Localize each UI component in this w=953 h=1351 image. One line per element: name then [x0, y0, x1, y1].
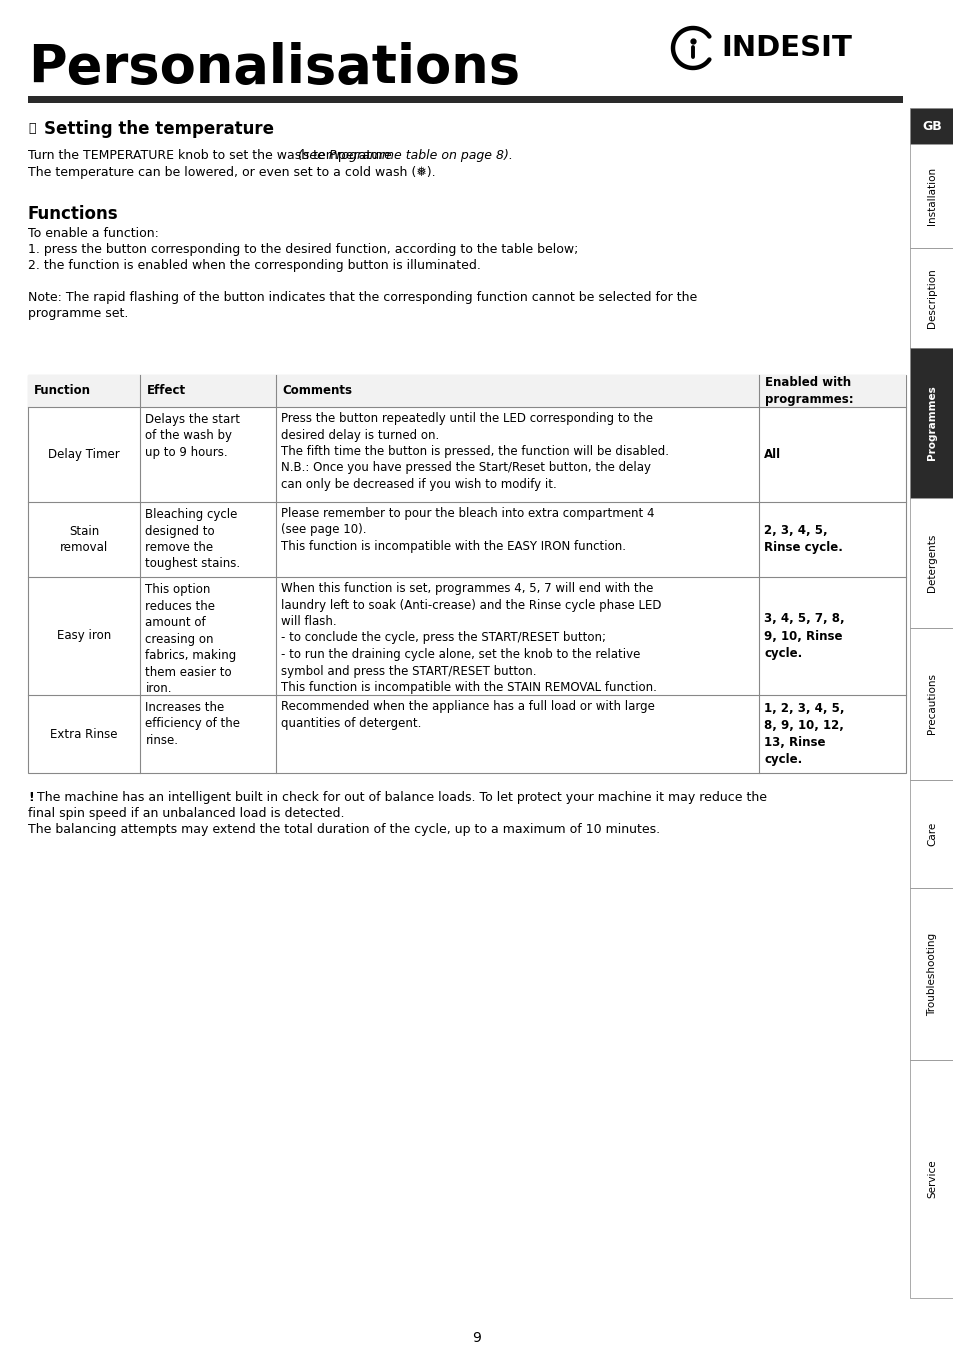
Bar: [28, 96, 902, 103]
Text: 2, 3, 4, 5,
Rinse cycle.: 2, 3, 4, 5, Rinse cycle.: [763, 524, 842, 554]
Text: Press the button repeatedly until the LED corresponding to the
desired delay is : Press the button repeatedly until the LE…: [281, 412, 669, 490]
Text: 🌡: 🌡: [28, 123, 35, 135]
Bar: [909, 499, 953, 628]
Text: This option
reduces the
amount of
creasing on
fabrics, making
them easier to
iro: This option reduces the amount of creasi…: [145, 584, 236, 694]
Text: The temperature can be lowered, or even set to a cold wash (❅).: The temperature can be lowered, or even …: [28, 166, 436, 178]
Text: !: !: [28, 790, 33, 804]
Text: Care: Care: [926, 821, 936, 846]
Text: Functions: Functions: [28, 205, 118, 223]
Text: Note: The rapid flashing of the button indicates that the corresponding function: Note: The rapid flashing of the button i…: [28, 290, 697, 304]
Text: Stain
removal: Stain removal: [60, 526, 109, 554]
Text: Increases the
efficiency of the
rinse.: Increases the efficiency of the rinse.: [145, 701, 240, 747]
Text: programme set.: programme set.: [28, 307, 129, 320]
Text: 1, 2, 3, 4, 5,
8, 9, 10, 12,
13, Rinse
cycle.: 1, 2, 3, 4, 5, 8, 9, 10, 12, 13, Rinse c…: [763, 703, 844, 766]
Text: Personalisations: Personalisations: [28, 42, 519, 95]
Text: Installation: Installation: [926, 168, 936, 226]
Bar: [909, 249, 953, 349]
Bar: [909, 1061, 953, 1298]
Text: Extra Rinse: Extra Rinse: [51, 727, 118, 740]
Text: Enabled with
programmes:: Enabled with programmes:: [764, 377, 853, 405]
Text: 2. the function is enabled when the corresponding button is illuminated.: 2. the function is enabled when the corr…: [28, 259, 480, 272]
Text: Recommended when the appliance has a full load or with large
quantities of deter: Recommended when the appliance has a ful…: [281, 700, 655, 730]
Text: 1. press the button corresponding to the desired function, according to the tabl: 1. press the button corresponding to the…: [28, 243, 578, 255]
Text: final spin speed if an unbalanced load is detected.: final spin speed if an unbalanced load i…: [28, 807, 344, 820]
Text: Detergents: Detergents: [926, 534, 936, 592]
Text: Effect: Effect: [146, 385, 185, 397]
Text: When this function is set, programmes 4, 5, 7 will end with the
laundry left to : When this function is set, programmes 4,…: [281, 582, 661, 694]
Text: Programmes: Programmes: [926, 385, 936, 461]
Text: The balancing attempts may extend the total duration of the cycle, up to a maxim: The balancing attempts may extend the to…: [28, 823, 659, 836]
Bar: [909, 888, 953, 1061]
Bar: [28, 376, 905, 407]
Bar: [909, 780, 953, 888]
Text: Troubleshooting: Troubleshooting: [926, 932, 936, 1016]
Text: Please remember to pour the bleach into extra compartment 4
(see page 10).
This : Please remember to pour the bleach into …: [281, 507, 655, 553]
Bar: [909, 145, 953, 249]
Text: Easy iron: Easy iron: [57, 630, 112, 643]
Text: (see Programme table on page 8).: (see Programme table on page 8).: [297, 149, 513, 162]
Text: Delay Timer: Delay Timer: [49, 449, 120, 461]
Text: To enable a function:: To enable a function:: [28, 227, 159, 240]
Bar: [909, 108, 953, 145]
Text: Setting the temperature: Setting the temperature: [44, 120, 274, 138]
Text: Function: Function: [34, 385, 91, 397]
Bar: [909, 349, 953, 499]
Text: Turn the TEMPERATURE knob to set the wash temperature: Turn the TEMPERATURE knob to set the was…: [28, 149, 395, 162]
Text: INDESIT: INDESIT: [720, 34, 851, 62]
Text: 9: 9: [472, 1331, 481, 1346]
Text: Bleaching cycle
designed to
remove the
toughest stains.: Bleaching cycle designed to remove the t…: [145, 508, 240, 570]
Bar: [909, 628, 953, 780]
Text: Delays the start
of the wash by
up to 9 hours.: Delays the start of the wash by up to 9 …: [145, 413, 240, 459]
Bar: [28, 376, 905, 773]
Text: GB: GB: [922, 119, 941, 132]
Text: The machine has an intelligent built in check for out of balance loads. To let p: The machine has an intelligent built in …: [37, 790, 766, 804]
Text: Comments: Comments: [282, 385, 352, 397]
Text: Description: Description: [926, 267, 936, 328]
Text: All: All: [763, 449, 781, 461]
Text: Precautions: Precautions: [926, 674, 936, 735]
Text: Service: Service: [926, 1159, 936, 1198]
Text: 3, 4, 5, 7, 8,
9, 10, Rinse
cycle.: 3, 4, 5, 7, 8, 9, 10, Rinse cycle.: [763, 612, 844, 659]
